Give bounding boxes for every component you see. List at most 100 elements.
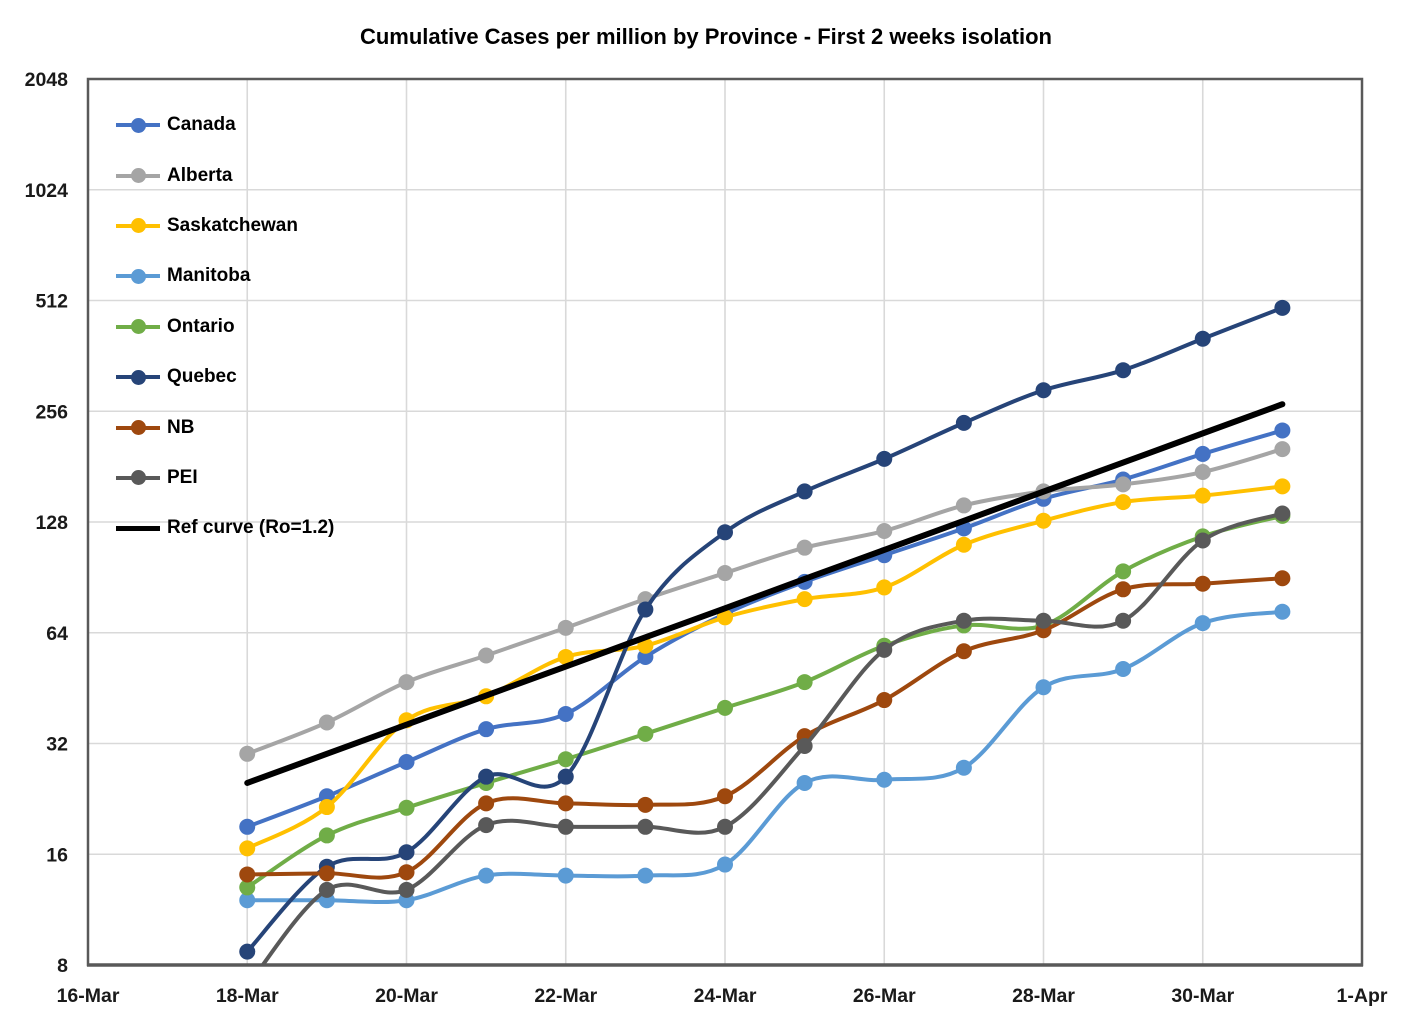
point-ontario-29-Mar[interactable] [1115,563,1132,580]
point-pei-30-Mar[interactable] [1194,532,1211,549]
point-alberta-29-Mar[interactable] [1115,476,1132,493]
point-saskatchewan-31-Mar[interactable] [1274,478,1291,495]
legend-item-quebec[interactable]: Quebec [116,352,334,402]
point-quebec-21-Mar[interactable] [478,768,495,785]
series-line-nb[interactable] [245,576,1285,880]
point-nb-22-Mar[interactable] [557,795,574,812]
point-manitoba-22-Mar[interactable] [557,867,574,884]
legend-item-ref-curve-ro-1-2[interactable]: Ref curve (Ro=1.2) [116,503,334,553]
point-nb-30-Mar[interactable] [1194,575,1211,592]
point-nb-31-Mar[interactable] [1274,570,1291,587]
point-ontario-18-Mar[interactable] [239,879,256,896]
point-nb-26-Mar[interactable] [876,692,893,709]
point-quebec-26-Mar[interactable] [876,450,893,467]
point-manitoba-30-Mar[interactable] [1194,615,1211,632]
point-nb-29-Mar[interactable] [1115,581,1132,598]
point-canada-31-Mar[interactable] [1274,422,1291,439]
point-pei-29-Mar[interactable] [1115,612,1132,629]
point-canada-23-Mar[interactable] [637,648,654,665]
point-saskatchewan-28-Mar[interactable] [1035,512,1052,529]
point-manitoba-21-Mar[interactable] [478,867,495,884]
point-alberta-25-Mar[interactable] [796,539,813,556]
point-alberta-26-Mar[interactable] [876,522,893,539]
point-alberta-19-Mar[interactable] [318,714,335,731]
point-quebec-25-Mar[interactable] [796,483,813,500]
point-alberta-30-Mar[interactable] [1194,464,1211,481]
point-nb-18-Mar[interactable] [239,866,256,883]
point-saskatchewan-22-Mar[interactable] [557,648,574,665]
point-pei-24-Mar[interactable] [717,818,733,835]
point-pei-21-Mar[interactable] [478,817,495,834]
point-saskatchewan-24-Mar[interactable] [717,609,733,626]
point-quebec-28-Mar[interactable] [1035,382,1052,399]
point-manitoba-31-Mar[interactable] [1274,603,1291,620]
point-saskatchewan-26-Mar[interactable] [876,579,893,596]
point-nb-24-Mar[interactable] [717,788,733,805]
point-quebec-27-Mar[interactable] [955,414,972,431]
point-alberta-22-Mar[interactable] [557,619,574,636]
point-pei-20-Mar[interactable] [398,881,415,898]
legend-item-canada[interactable]: Canada [116,100,334,150]
point-ontario-19-Mar[interactable] [318,827,335,844]
legend-item-ontario[interactable]: Ontario [116,302,334,352]
point-saskatchewan-25-Mar[interactable] [796,591,813,608]
point-pei-23-Mar[interactable] [637,818,654,835]
point-pei-22-Mar[interactable] [557,818,574,835]
point-ontario-20-Mar[interactable] [398,799,415,816]
legend-item-alberta[interactable]: Alberta [116,150,334,200]
point-nb-20-Mar[interactable] [398,864,415,881]
point-quebec-29-Mar[interactable] [1115,362,1132,379]
point-quebec-23-Mar[interactable] [637,601,654,618]
point-ontario-25-Mar[interactable] [796,674,813,691]
point-manitoba-23-Mar[interactable] [637,867,654,884]
point-saskatchewan-29-Mar[interactable] [1115,494,1132,511]
point-alberta-24-Mar[interactable] [717,565,733,582]
point-manitoba-29-Mar[interactable] [1115,661,1132,678]
point-manitoba-26-Mar[interactable] [876,771,893,788]
point-quebec-24-Mar[interactable] [717,524,733,541]
point-nb-21-Mar[interactable] [478,795,495,812]
point-saskatchewan-27-Mar[interactable] [955,536,972,553]
legend-item-manitoba[interactable]: Manitoba [116,251,334,301]
point-pei-26-Mar[interactable] [876,641,893,658]
point-manitoba-24-Mar[interactable] [717,856,733,873]
point-saskatchewan-30-Mar[interactable] [1194,487,1211,504]
point-alberta-27-Mar[interactable] [955,497,972,514]
point-canada-30-Mar[interactable] [1194,445,1211,462]
point-manitoba-25-Mar[interactable] [796,774,813,791]
legend-item-nb[interactable]: NB [116,402,334,452]
point-ontario-23-Mar[interactable] [637,725,654,742]
series-line-canada[interactable] [245,428,1285,829]
legend-item-saskatchewan[interactable]: Saskatchewan [116,201,334,251]
point-quebec-30-Mar[interactable] [1194,330,1211,347]
point-pei-25-Mar[interactable] [796,738,813,755]
series-line-quebec[interactable] [245,305,1285,954]
point-canada-20-Mar[interactable] [398,754,415,771]
point-quebec-18-Mar[interactable] [239,943,256,960]
series-line-alberta[interactable] [245,447,1285,756]
point-canada-22-Mar[interactable] [557,705,574,722]
point-alberta-18-Mar[interactable] [239,745,256,762]
series-line-ontario[interactable] [245,513,1285,890]
point-alberta-21-Mar[interactable] [478,647,495,664]
series-line-ref-curve-ro-1-2[interactable] [244,401,1286,786]
point-pei-27-Mar[interactable] [955,612,972,629]
point-quebec-31-Mar[interactable] [1274,299,1291,316]
point-manitoba-28-Mar[interactable] [1035,679,1052,696]
legend-item-pei[interactable]: PEI [116,453,334,503]
point-pei-31-Mar[interactable] [1274,505,1291,522]
point-ontario-22-Mar[interactable] [557,751,574,768]
point-quebec-22-Mar[interactable] [557,768,574,785]
point-manitoba-27-Mar[interactable] [955,759,972,776]
point-canada-18-Mar[interactable] [239,818,256,835]
point-saskatchewan-18-Mar[interactable] [239,840,256,857]
point-manitoba-18-Mar[interactable] [239,892,256,909]
point-nb-19-Mar[interactable] [318,865,335,882]
point-nb-23-Mar[interactable] [637,796,654,813]
point-saskatchewan-19-Mar[interactable] [318,799,335,816]
point-ontario-24-Mar[interactable] [717,699,733,716]
point-pei-28-Mar[interactable] [1035,612,1052,629]
point-alberta-20-Mar[interactable] [398,674,415,691]
point-canada-21-Mar[interactable] [478,721,495,738]
